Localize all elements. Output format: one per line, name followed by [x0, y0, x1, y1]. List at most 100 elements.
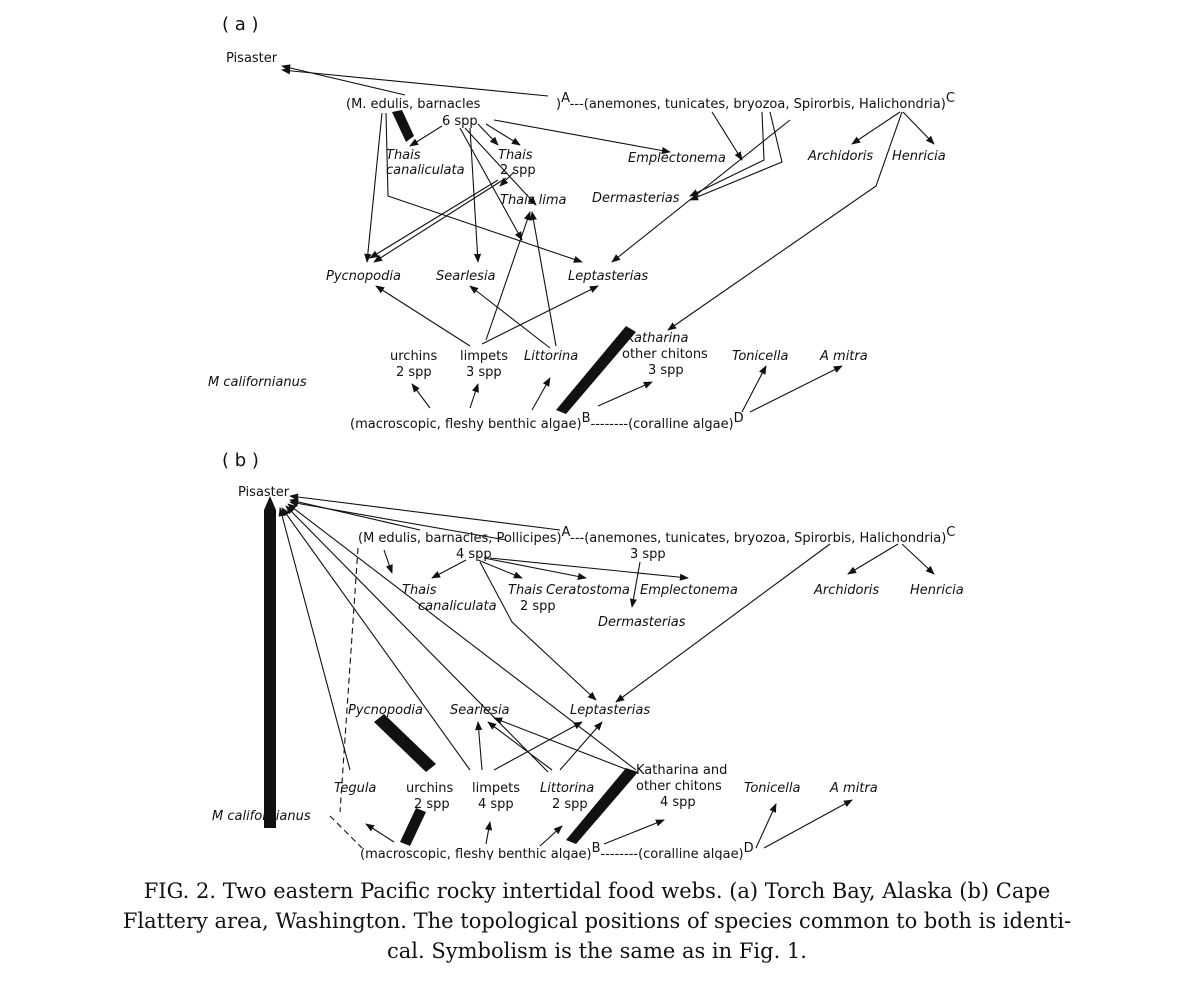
- node-a-barnacles: , barnacles: [409, 97, 481, 112]
- svg-text:(M edulis, barnacles, Pollicip: (M edulis, barnacles, Pollicipes)A---(an…: [358, 525, 955, 546]
- node-a-algae: (macroscopic, fleshy benthic algae): [350, 417, 582, 432]
- node-a-comma: ,: [851, 97, 859, 112]
- caption-line-1: FIG. 2. Two eastern Pacific rocky intert…: [143, 879, 1051, 903]
- panel-b-edges: [278, 493, 935, 849]
- node-b-littorina: Littorina: [540, 781, 594, 796]
- node-b-four-spp: 4 spp: [456, 547, 492, 562]
- svg-text:)A---(anemones, tunicates, bry: )A---(anemones, tunicates, bryozoa, Spir…: [556, 91, 955, 112]
- panel-b-label: ( b ): [222, 450, 259, 471]
- edge-a-mussels-thais-can: [409, 125, 443, 147]
- node-a-pycnopodia: Pycnopodia: [326, 269, 401, 284]
- edge-a-algae-littorina: [531, 377, 551, 411]
- node-b-ceratostoma: Ceratostoma: [546, 583, 630, 598]
- edge-a-algae-chitons: [597, 381, 653, 407]
- edge-b-spp-leptasterias: [479, 561, 597, 701]
- node-b-sup-d: D: [744, 841, 754, 856]
- node-a-sup-b: B: [582, 411, 591, 426]
- node-a-archidoris: Archidoris: [807, 149, 873, 164]
- node-a-m-edulis: M. edulis: [351, 97, 409, 112]
- node-b-limpets: limpets: [472, 781, 520, 796]
- edge-b-littorina-pisaster: [285, 505, 549, 773]
- edge-b-sessile-pisaster: [289, 493, 561, 531]
- strong-link-a-algae-katharina: [556, 326, 636, 414]
- node-a-urchins-spp: 2 spp: [396, 365, 432, 380]
- node-a-limpets-spp: 3 spp: [466, 365, 502, 380]
- node-b-m-edulis: M edulis: [363, 531, 417, 546]
- edge-b-littorina-searlesia: [487, 721, 553, 771]
- node-b-pisaster: Pisaster: [238, 485, 290, 500]
- node-a-limpets: limpets: [460, 349, 508, 364]
- node-a-chitons-spp: 3 spp: [648, 363, 684, 378]
- edge-b-mussels-thais-can: [383, 549, 393, 574]
- edge-b-algae-limpets: [485, 821, 493, 845]
- panel-a-edges: [281, 64, 935, 413]
- node-b-katharina: Katharina: [636, 763, 699, 778]
- node-b-sessile: (anemones, tunicates, bryozoa,: [584, 531, 794, 546]
- edge-a-mussels-pycnopodia: [364, 112, 383, 263]
- node-a-coralline: (coralline algae): [628, 417, 734, 432]
- node-a-thais-lima: Thais lima: [500, 193, 567, 208]
- edge-a-sessile-henricia: [902, 111, 935, 145]
- node-a-prey-open: (: [346, 97, 351, 112]
- edge-a-mussels-emplectonema: [493, 119, 671, 155]
- edge-a-thais2-thais-lima: [499, 171, 515, 187]
- node-b-dash-b: --------: [601, 847, 639, 860]
- node-b-barnacles: , barnacles, Pollicipes): [417, 531, 562, 546]
- node-b-katharina-and: and: [699, 763, 728, 778]
- edge-b-littorina-leptasterias: [559, 721, 603, 771]
- strong-link-b-mcalifornianus-pisaster: [264, 496, 276, 828]
- edge-b-limpets-pisaster: [281, 507, 471, 771]
- node-b-halichondria: Halichondria: [859, 531, 941, 546]
- node-b-urchins-spp: 2 spp: [414, 797, 450, 812]
- node-b-pycnopodia: Pycnopodia: [348, 703, 423, 718]
- edge-b-sessile-henricia: [901, 543, 935, 575]
- edge-a-sessile-dermasterias-1: [689, 111, 765, 197]
- edge-a-thais-pycnopodia: [369, 179, 499, 259]
- edge-a-sessile-archidoris: [851, 111, 901, 145]
- node-b-comma: ,: [851, 531, 859, 546]
- node-a-thais-can-2: canaliculata: [386, 163, 465, 178]
- node-a-tonicella: Tonicella: [732, 349, 789, 364]
- node-a-other-chitons: other chitons: [622, 347, 708, 362]
- edge-a-sessile-dermasterias-2: [689, 111, 783, 201]
- node-b-chitons-spp: 4 spp: [660, 795, 696, 810]
- edge-b-sessile-archidoris: [847, 543, 899, 575]
- node-a-searlesia: Searlesia: [436, 269, 496, 284]
- strong-link-b-algae-urchins: [400, 808, 426, 846]
- edge-b-mussels-pisaster-2: [289, 499, 507, 541]
- edge-a-sessile-leptasterias: [611, 119, 791, 263]
- node-a-emplectonema: Emplectonema: [628, 151, 726, 166]
- node-b-sessile-close: ): [941, 531, 946, 546]
- node-b-algae: (macroscopic, fleshy benthic algae): [360, 847, 592, 860]
- node-a-katharina: Katharina: [626, 331, 689, 346]
- node-a-littorina: Littorina: [524, 349, 578, 364]
- edge-b-katharina-searlesia: [493, 717, 629, 771]
- node-a-thais-2spp-2: 2 spp: [500, 163, 536, 178]
- node-a-m-californianus: M californianus: [208, 375, 307, 390]
- panel-a-label: ( a ): [222, 14, 259, 35]
- node-b-coralline: (coralline algae): [638, 847, 744, 860]
- node-a-prey-close: ): [556, 97, 561, 112]
- node-b-other-chitons: other chitons: [636, 779, 722, 794]
- edge-b-spp-ceratostoma: [483, 557, 587, 580]
- node-b-thais-2spp-1: Thais: [508, 583, 543, 598]
- caption-line-3: cal. Symbolism is the same as in Fig. 1.: [387, 939, 807, 963]
- edge-a-algae-limpets: [469, 383, 479, 409]
- node-b-henricia: Henricia: [910, 583, 964, 598]
- node-a-sessile-close: ): [941, 97, 946, 112]
- edge-b-algae-chitons: [603, 819, 665, 845]
- node-b-thais-can-2: canaliculata: [418, 599, 497, 614]
- node-a-henricia: Henricia: [892, 149, 946, 164]
- node-a-a-mitra: A mitra: [819, 349, 868, 364]
- node-b-sup-b: B: [592, 841, 601, 856]
- edge-b-spp-thais2: [477, 559, 523, 579]
- edge-b-algae-tegula: [365, 823, 395, 843]
- node-b-limpets-spp: 4 spp: [478, 797, 514, 812]
- node-b-spirorbis: Spirorbis: [794, 531, 851, 546]
- node-b-dash-a: ---: [570, 531, 584, 546]
- node-b-prey-open: (: [358, 531, 363, 546]
- edge-a-mussels-thais-lima: [464, 127, 537, 206]
- edge-a-mussels-thais2b: [485, 123, 521, 146]
- node-b-a-mitra: A mitra: [829, 781, 878, 796]
- dashed-link-b-mcalifornianus-algae: [329, 815, 363, 849]
